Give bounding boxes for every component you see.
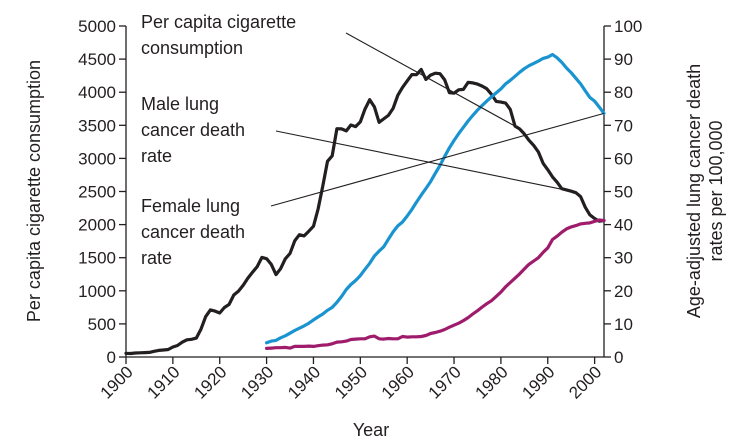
annotation-cig: Per capita cigarette consumption (141, 12, 516, 127)
annotation-male: Male lung cancer death rate (141, 94, 572, 192)
x-tick-label: 1930 (237, 362, 277, 402)
left-tick-label: 500 (88, 315, 116, 334)
annotation-female-line: Female lung (141, 196, 240, 216)
x-tick-label: 1980 (472, 362, 512, 402)
left-tick-label: 3500 (78, 116, 116, 135)
left-tick-label: 1000 (78, 282, 116, 301)
x-tick-label: 1960 (378, 362, 418, 402)
left-tick-label: 4000 (78, 83, 116, 102)
left-tick-label: 0 (107, 348, 116, 367)
right-tick-label: 50 (614, 183, 633, 202)
right-tick-label: 10 (614, 315, 633, 334)
annotation-cig-line: consumption (141, 38, 243, 58)
series-lines (124, 52, 606, 356)
left-axis-title: Per capita cigarette consumption (24, 60, 44, 322)
x-tick-label: 1950 (331, 362, 371, 402)
x-axis-title: Year (353, 420, 389, 440)
right-tick-label: 100 (614, 17, 642, 36)
annotation-cig-leader (345, 32, 516, 127)
annotation-cig-line: Per capita cigarette (141, 12, 296, 32)
annotations: Per capita cigarette consumption Male lung… (141, 12, 605, 268)
left-tick-label: 1500 (78, 249, 116, 268)
x-tick-label: 1940 (284, 362, 324, 402)
annotation-male-line: rate (141, 146, 172, 166)
left-tick-label: 3000 (78, 149, 116, 168)
right-tick-label: 70 (614, 116, 633, 135)
x-tick-label: 1910 (144, 362, 184, 402)
annotation-female-line: cancer death (141, 222, 245, 242)
left-tick-label: 4500 (78, 50, 116, 69)
x-tick-label: 1970 (425, 362, 465, 402)
series-line-male-death-rate (265, 52, 606, 345)
annotation-male-line: Male lung (141, 94, 219, 114)
right-axis-title-line-1: Age-adjusted lung cancer death (684, 64, 704, 318)
right-tick-label: 0 (614, 348, 623, 367)
left-tick-label: 2500 (78, 183, 116, 202)
left-tick-label: 2000 (78, 216, 116, 235)
annotation-female-leader (270, 112, 605, 207)
left-tick-label: 5000 (78, 17, 116, 36)
annotation-female-line: rate (141, 248, 172, 268)
series-line-female-death-rate (265, 218, 606, 350)
right-tick-label: 30 (614, 249, 633, 268)
annotation-male-line: cancer death (141, 120, 245, 140)
right-tick-label: 80 (614, 83, 633, 102)
right-axis-title-line-2: rates per 100,000 (706, 120, 726, 261)
x-tick-label: 1900 (97, 362, 137, 402)
x-tick-label: 1920 (190, 362, 230, 402)
right-tick-label: 90 (614, 50, 633, 69)
x-tick-label: 2000 (565, 362, 605, 402)
annotation-female: Female lung cancer death rate (141, 112, 605, 268)
annotation-male-leader (275, 130, 572, 192)
right-tick-label: 20 (614, 282, 633, 301)
series-line-cigarette-consumption (124, 67, 606, 356)
right-tick-label: 60 (614, 149, 633, 168)
x-tick-label: 1990 (518, 362, 558, 402)
right-tick-label: 40 (614, 216, 633, 235)
